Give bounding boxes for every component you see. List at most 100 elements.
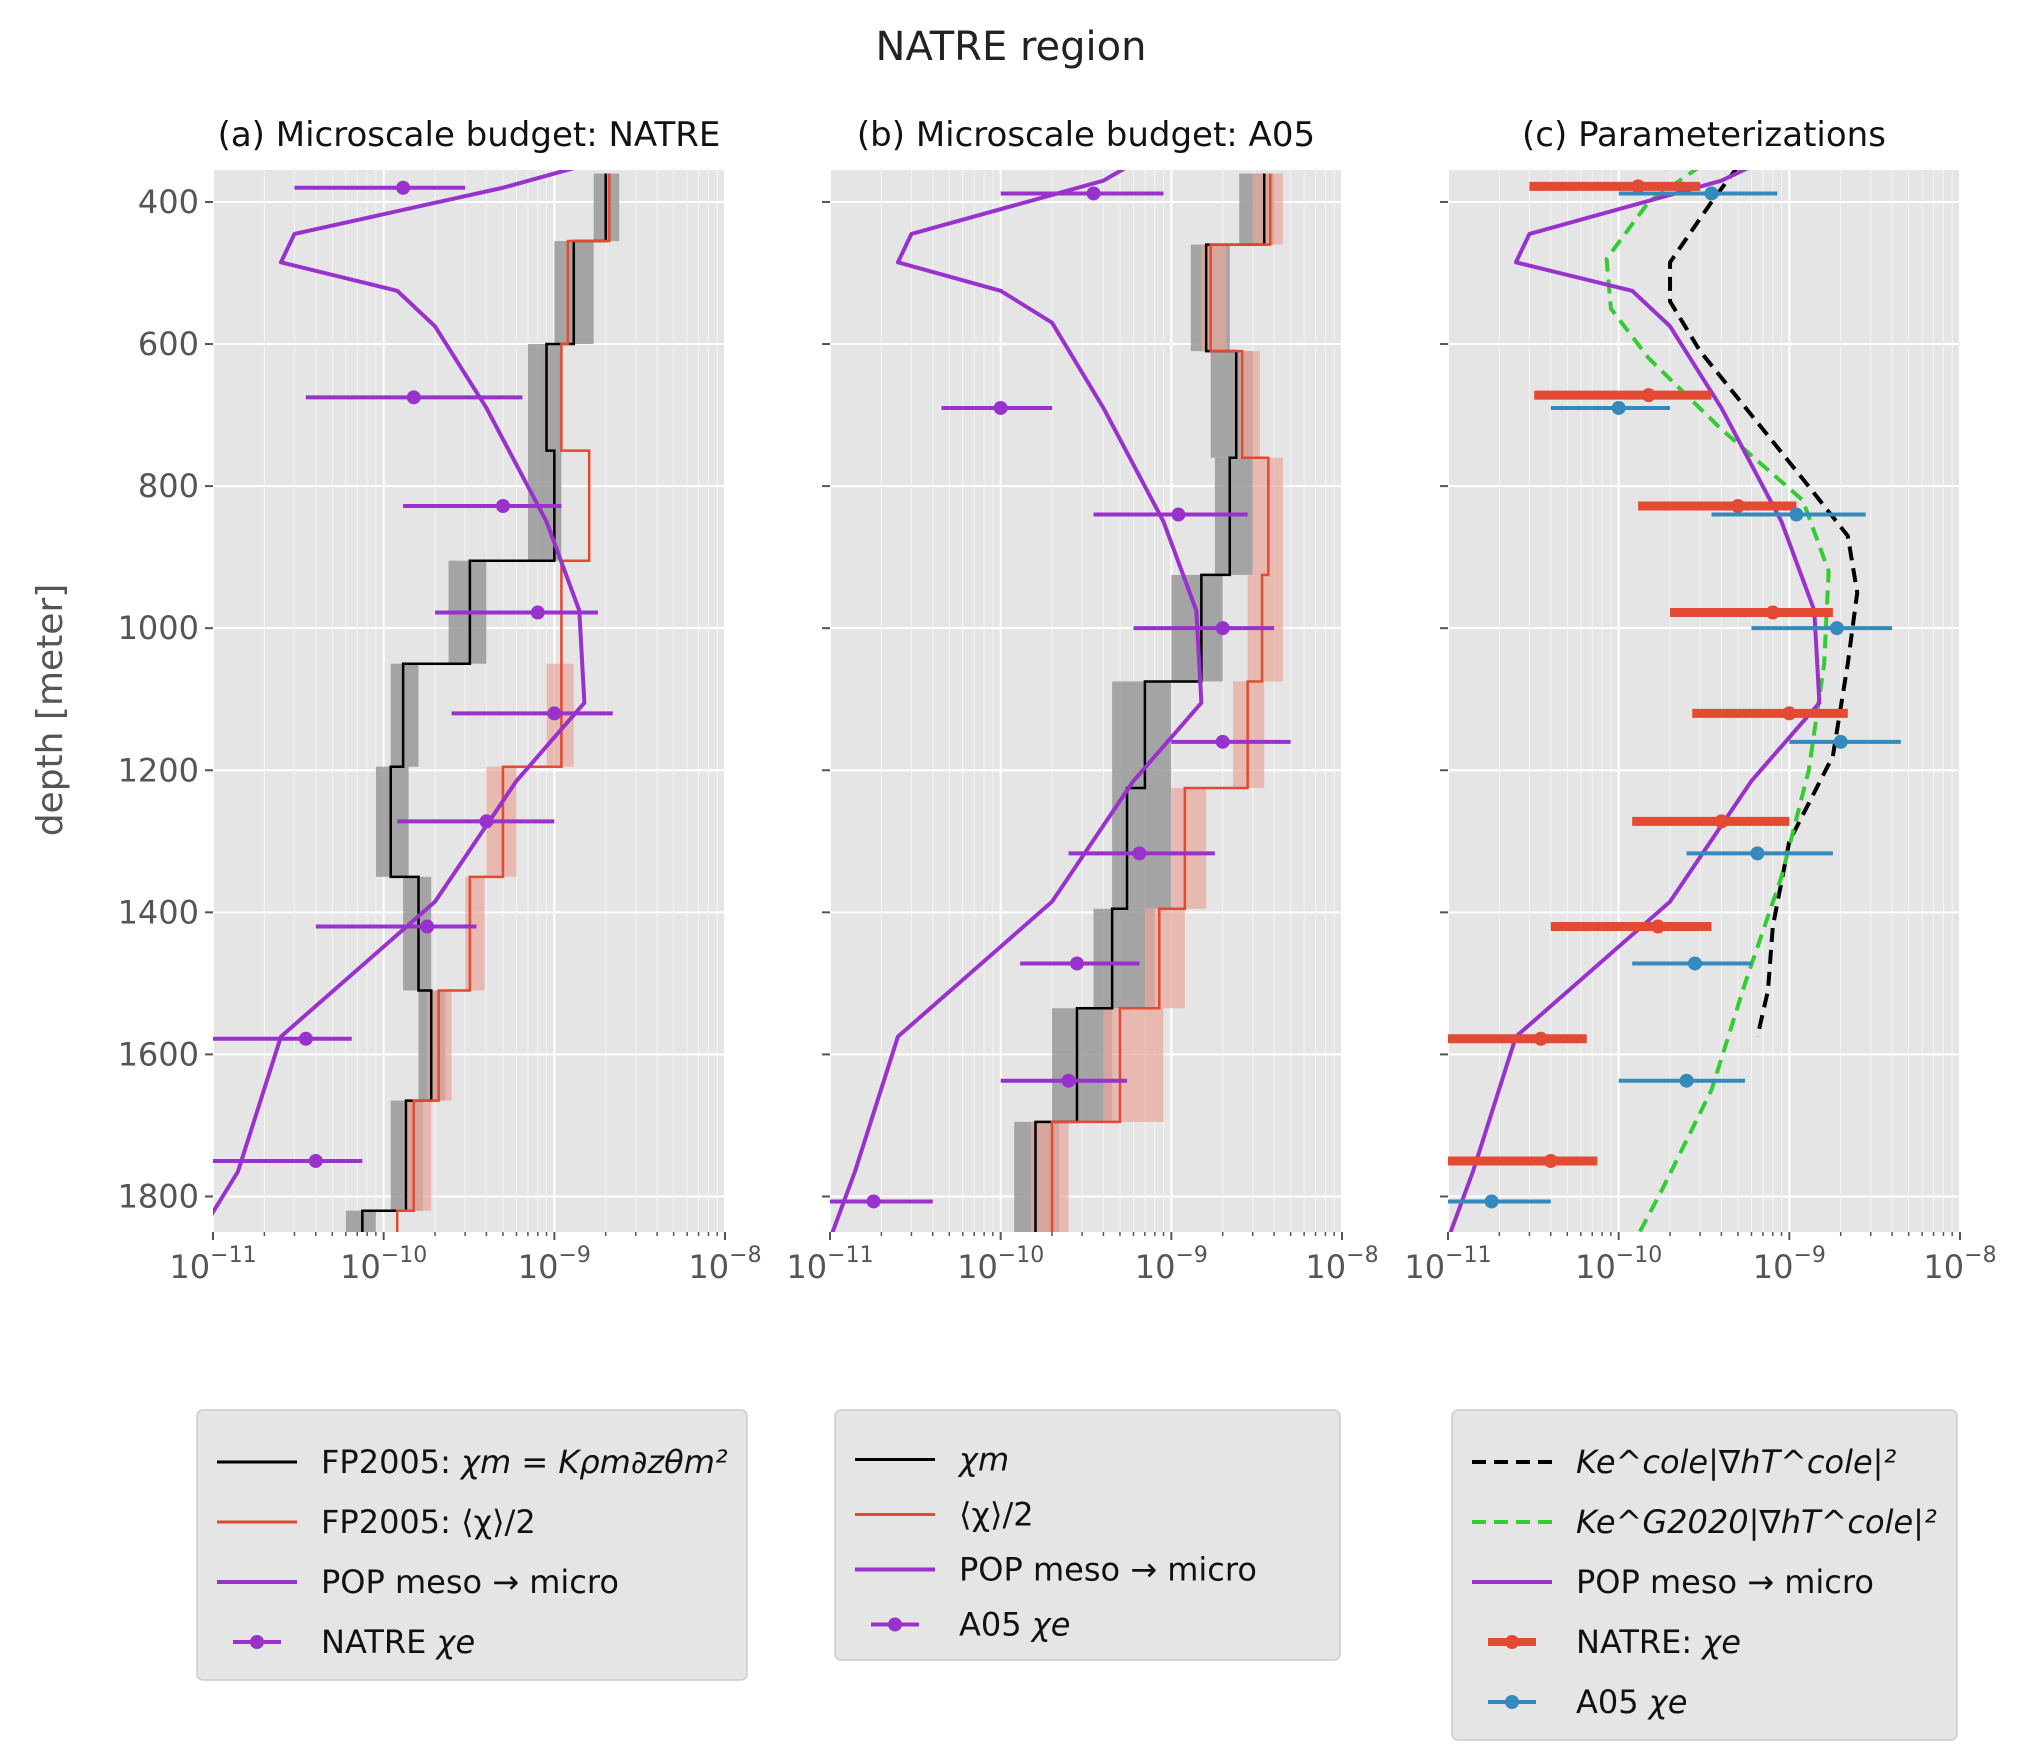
legend-label: ⟨χ⟩/2 (959, 1496, 1034, 1534)
x-tick-label: 10−9 (518, 1243, 591, 1286)
y-tick-label: 800 (138, 467, 199, 505)
x-tick-label: 10−11 (786, 1243, 873, 1286)
marker (1484, 1194, 1499, 1209)
legend-label: POP meso → micro (1576, 1563, 1874, 1601)
marker (1086, 186, 1101, 201)
legend-label: Ke^cole|∇hT^cole|² (1576, 1443, 1896, 1481)
marker (547, 706, 562, 721)
band-segment (1144, 908, 1185, 1009)
x-tick-label: 10−10 (340, 1243, 427, 1286)
plot-background (1448, 170, 1960, 1232)
x-tick-label: 10−11 (1404, 1243, 1491, 1286)
marker (1704, 186, 1719, 201)
band-segment (1252, 173, 1283, 245)
panel-0: 10−11 10−10 10−9 10−8 400 600 800 1000 1200 1400 1… (118, 115, 762, 1286)
y-tick-label: 1200 (118, 751, 199, 789)
marker (1132, 846, 1147, 861)
marker (1543, 1153, 1558, 1168)
marker (1765, 605, 1780, 620)
x-tick-label: 10−9 (1135, 1243, 1208, 1286)
profile-line (1448, 170, 1822, 1232)
band-segment (527, 344, 562, 561)
band-segment (1239, 351, 1260, 458)
legend-box (834, 1409, 1341, 1661)
band-segment (1171, 788, 1207, 909)
marker (1714, 814, 1729, 829)
marker (1611, 400, 1626, 415)
profile-line (213, 170, 587, 1217)
dashed-line (1604, 170, 1831, 1232)
marker (308, 1153, 323, 1168)
marker (1750, 846, 1765, 861)
marker (1789, 507, 1804, 522)
marker (530, 605, 545, 620)
legend-marker (1505, 1695, 1519, 1709)
marker (1069, 956, 1084, 971)
x-tick-label: 10−8 (1305, 1243, 1378, 1286)
legend-label: NATRE: χe (1576, 1623, 1741, 1661)
legend-marker (888, 1617, 902, 1632)
plot-background (213, 170, 725, 1232)
y-tick-label: 1000 (118, 609, 199, 647)
y-tick-label: 1400 (118, 893, 199, 931)
y-tick-label: 1800 (118, 1177, 199, 1215)
panel-2: 10−11 10−10 10−9 10−8 (c) Parameterizations (1404, 115, 1996, 1286)
legend-0: FP2005: χm = Kρm∂zθm² FP2005: ⟨χ⟩/2 POP me… (196, 1409, 748, 1681)
marker (1650, 919, 1665, 934)
legend-label: Ke^G2020|∇hT^cole|² (1576, 1503, 1937, 1541)
legend-label: FP2005: χm = Kρm∂zθm² (321, 1443, 728, 1481)
marker (1631, 179, 1646, 194)
marker (1730, 499, 1745, 514)
legend-marker (250, 1635, 264, 1649)
band-segment (1093, 908, 1155, 1009)
marker (420, 919, 435, 934)
band-segment (403, 1100, 432, 1211)
marker (1533, 1031, 1548, 1046)
panel-title: (c) Parameterizations (1522, 115, 1886, 155)
band-segment (1030, 1121, 1069, 1232)
marker (1215, 621, 1230, 636)
band-segment (345, 1210, 376, 1232)
legend-label: A05 χe (1576, 1683, 1687, 1721)
band-segment (403, 876, 432, 991)
x-tick-label: 10−8 (688, 1243, 761, 1286)
plot-area (830, 170, 1291, 1232)
y-axis-label: depth [meter] (30, 584, 71, 837)
marker (495, 499, 510, 514)
marker (1679, 1073, 1694, 1088)
marker (479, 814, 494, 829)
marker (1782, 706, 1797, 721)
marker (1171, 507, 1186, 522)
panel-1: 10−11 10−10 10−9 10−8 (b) Microscale budget:… (786, 115, 1378, 1286)
legend-label: NATRE χe (321, 1623, 475, 1661)
x-tick-label: 10−8 (1923, 1243, 1996, 1286)
figure-title: NATRE region (876, 24, 1147, 70)
legend-label: POP meso → micro (321, 1563, 619, 1601)
marker (396, 180, 411, 195)
y-tick-label: 400 (138, 183, 199, 221)
x-tick-label: 10−10 (1575, 1243, 1662, 1286)
step-line (1050, 173, 1272, 1232)
marker (993, 400, 1008, 415)
panel-title: (a) Microscale budget: NATRE (218, 115, 721, 155)
marker (1833, 734, 1848, 749)
dashed-line (1668, 170, 1860, 1038)
band-segment (465, 876, 485, 991)
x-tick-label: 10−10 (957, 1243, 1044, 1286)
legend-label: FP2005: ⟨χ⟩/2 (321, 1503, 536, 1541)
marker (298, 1031, 313, 1046)
plot-area (213, 170, 620, 1232)
marker (1061, 1073, 1076, 1088)
marker (1829, 621, 1844, 636)
panel-title: (b) Microscale budget: A05 (857, 115, 1315, 155)
legend-label: χm (957, 1441, 1009, 1479)
legend-2: Ke^cole|∇hT^cole|² Ke^G2020|∇hT^cole|² POP… (1451, 1409, 1958, 1741)
legend-label: POP meso → micro (959, 1551, 1257, 1589)
marker (406, 390, 421, 405)
y-tick-label: 1600 (118, 1035, 199, 1073)
band-segment (390, 663, 419, 767)
legend-box (1451, 1409, 1958, 1741)
marker (1641, 388, 1656, 403)
x-tick-label: 10−9 (1753, 1243, 1826, 1286)
